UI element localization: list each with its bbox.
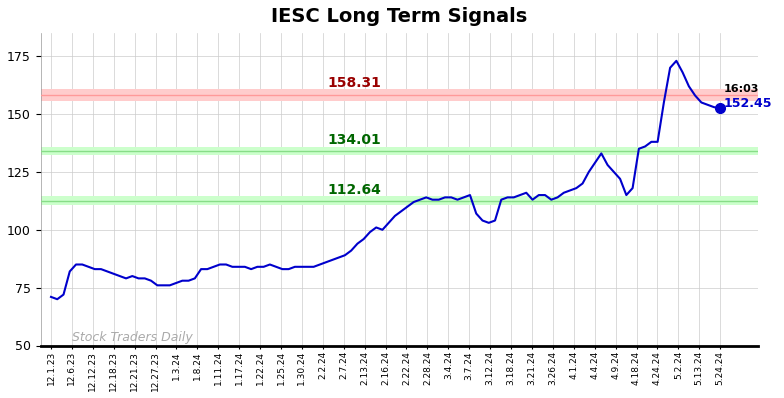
- Title: IESC Long Term Signals: IESC Long Term Signals: [271, 7, 528, 26]
- Text: 134.01: 134.01: [327, 133, 381, 147]
- Text: Stock Traders Daily: Stock Traders Daily: [72, 331, 193, 344]
- Bar: [41, 89, 758, 101]
- Bar: [41, 147, 758, 155]
- Text: 112.64: 112.64: [327, 183, 381, 197]
- Bar: [41, 196, 758, 205]
- Text: 16:03: 16:03: [724, 84, 759, 94]
- Text: 152.45: 152.45: [724, 97, 771, 110]
- Text: 158.31: 158.31: [327, 76, 381, 90]
